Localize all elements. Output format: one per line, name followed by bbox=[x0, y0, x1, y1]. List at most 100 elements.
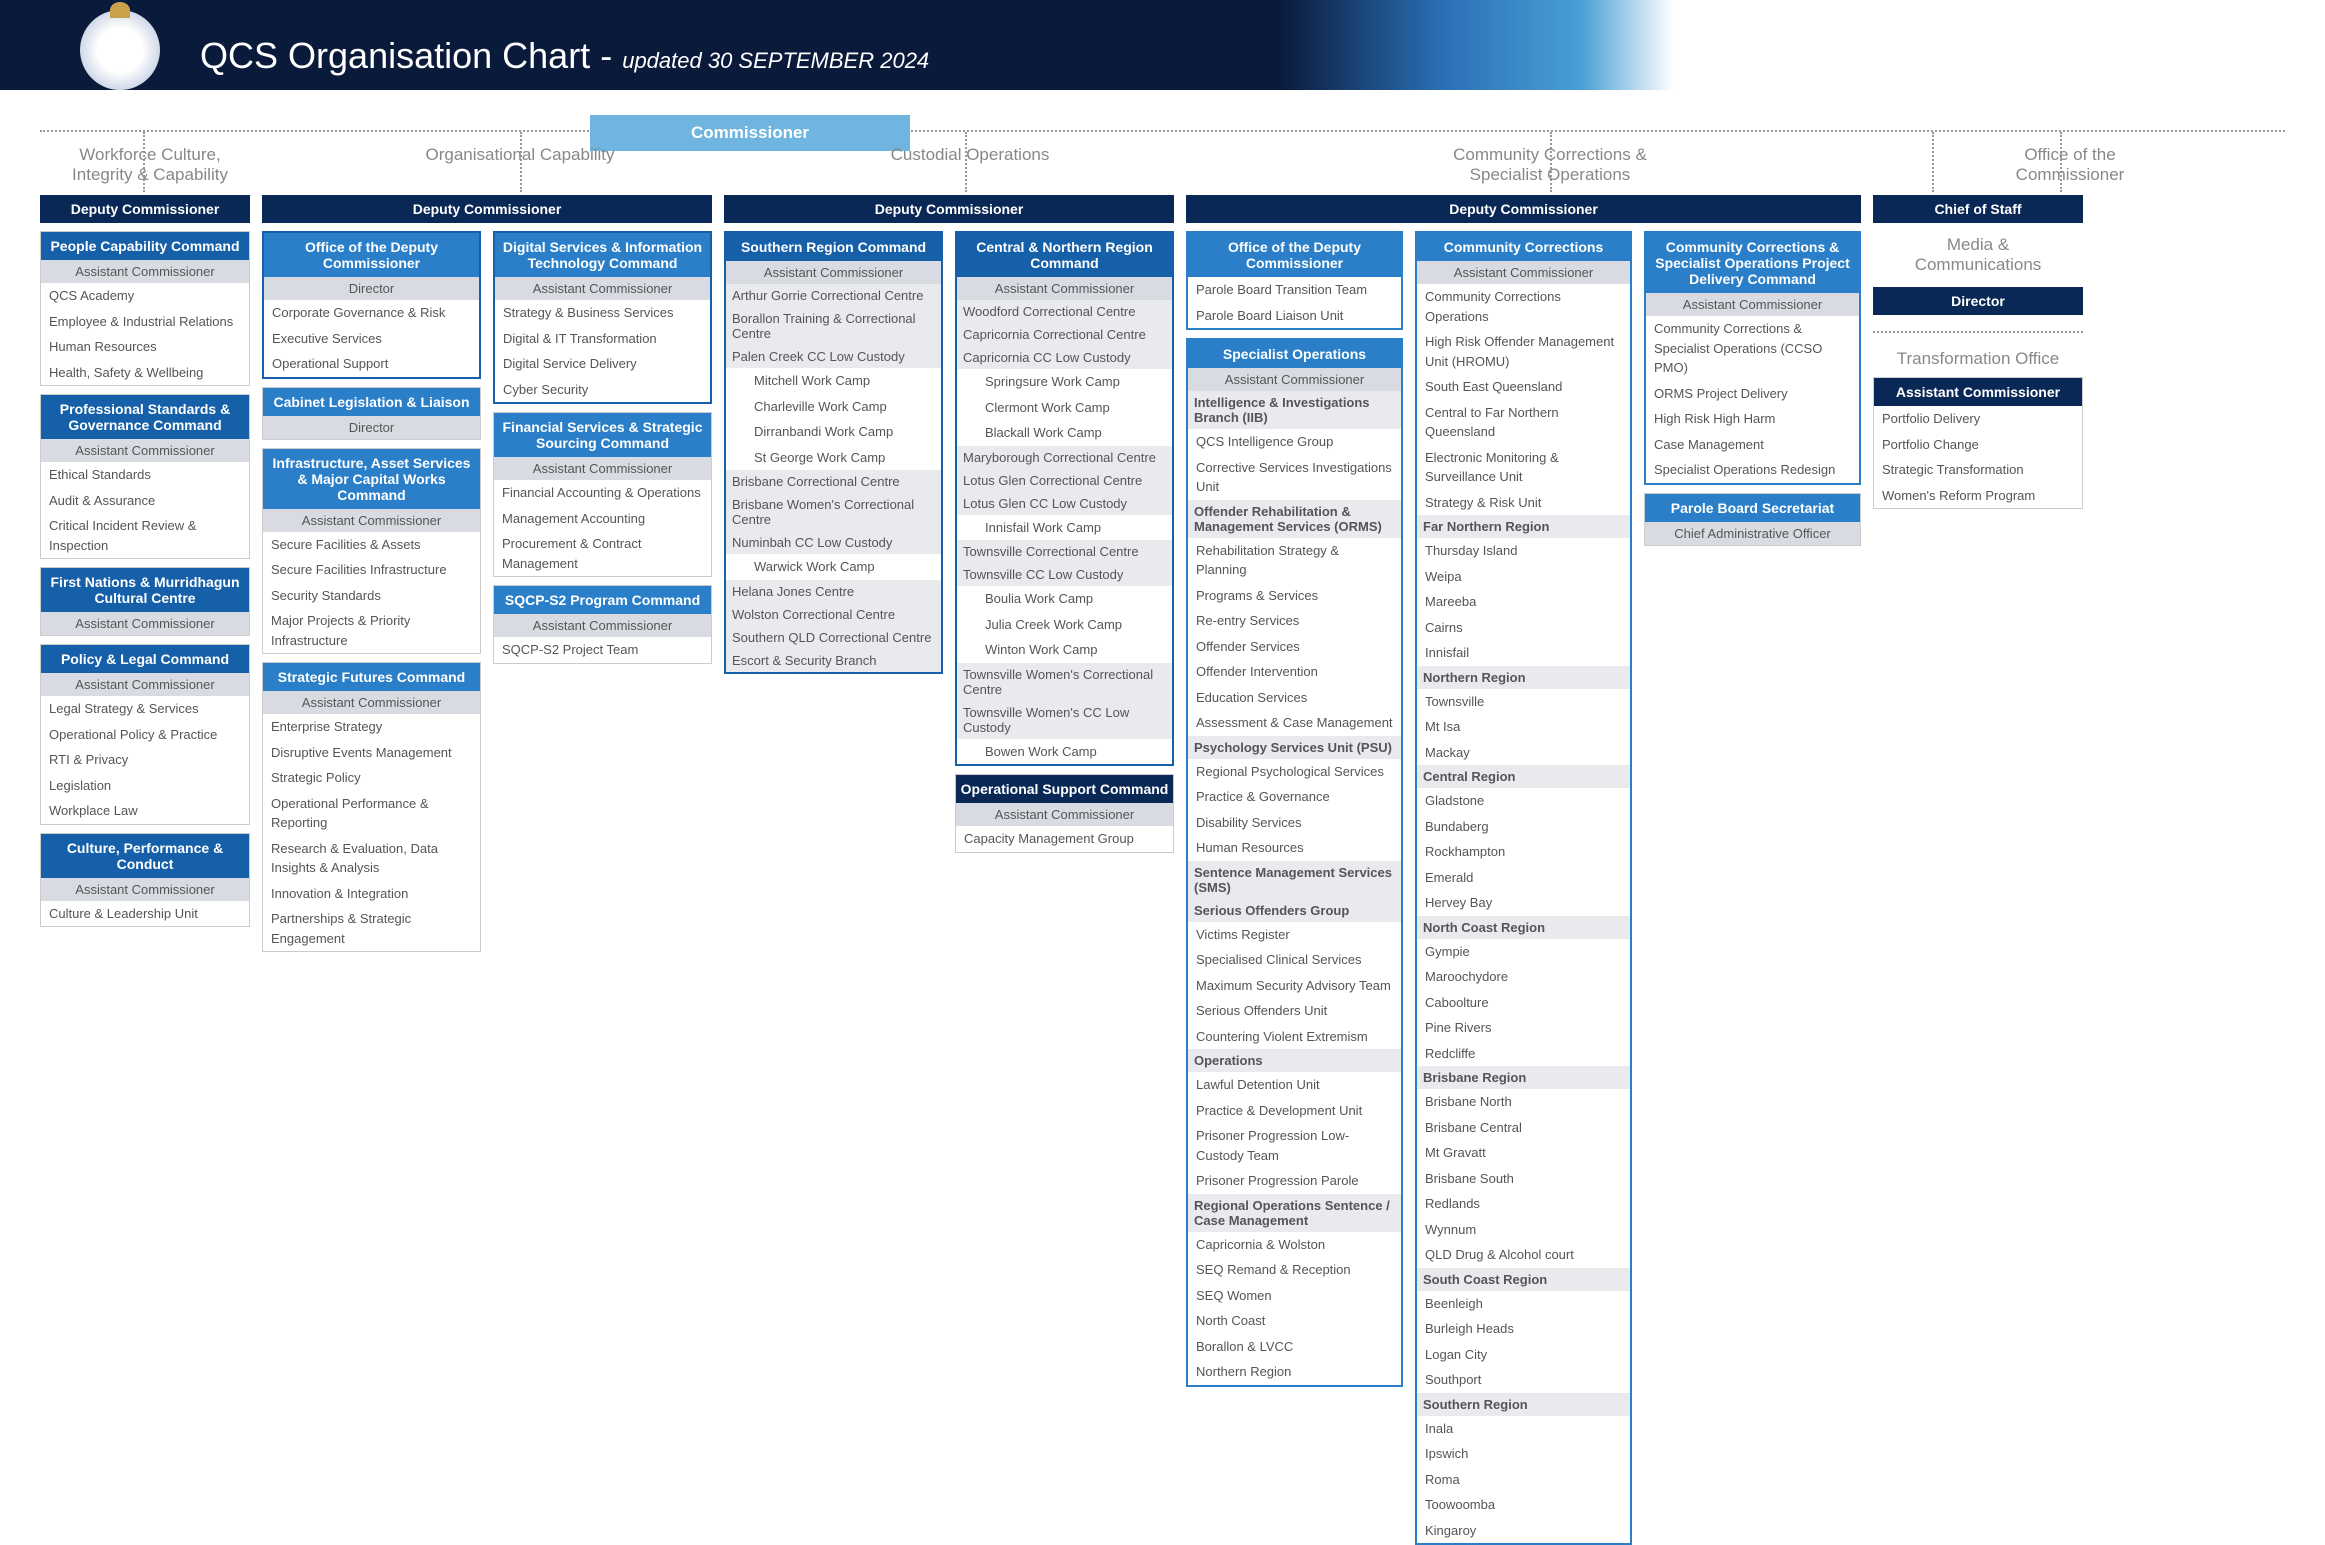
item-list: Enterprise StrategyDisruptive Events Man… bbox=[263, 714, 480, 951]
office-deputy-commissioner: Office of the Deputy Commissioner Direct… bbox=[262, 231, 481, 379]
asst-commissioner-label: Assistant Commissioner bbox=[1188, 368, 1401, 391]
list-item: Specialised Clinical Services bbox=[1188, 947, 1401, 973]
asst-commissioner-label: Assistant Commissioner bbox=[956, 803, 1173, 826]
list-item: Management Accounting bbox=[494, 506, 711, 532]
title-sep: - bbox=[600, 35, 622, 76]
list-item: High Risk Offender Management Unit (HROM… bbox=[1417, 329, 1630, 374]
org-columns: Deputy Commissioner People Capability Co… bbox=[40, 195, 2285, 1545]
policy-legal-command: Policy & Legal Command Assistant Commiss… bbox=[40, 644, 250, 825]
division-label-org: Organisational Capability bbox=[400, 145, 640, 165]
transformation-office: Assistant Commissioner Portfolio Deliver… bbox=[1873, 377, 2083, 509]
item-list: Parole Board Transition TeamParole Board… bbox=[1188, 277, 1401, 328]
list-item: Warwick Work Camp bbox=[726, 554, 941, 580]
list-item: Strategic Transformation bbox=[1874, 457, 2082, 483]
list-item: Programs & Services bbox=[1188, 583, 1401, 609]
asst-commissioner-label: Assistant Commissioner bbox=[494, 614, 711, 637]
list-item: Rockhampton bbox=[1417, 839, 1630, 865]
asst-commissioner-label: Assistant Commissioner bbox=[1646, 293, 1859, 316]
list-item: QLD Drug & Alcohol court bbox=[1417, 1242, 1630, 1268]
asst-commissioner-label: Assistant Commissioner bbox=[1417, 261, 1630, 284]
item-list: Corporate Governance & RiskExecutive Ser… bbox=[264, 300, 479, 377]
cao-label: Chief Administrative Officer bbox=[1645, 522, 1860, 545]
list-item: QCS Academy bbox=[41, 283, 249, 309]
list-item: Maximum Security Advisory Team bbox=[1188, 973, 1401, 999]
list-item: Community Corrections & Specialist Opera… bbox=[1646, 316, 1859, 381]
deputy-commissioner-box: Deputy Commissioner bbox=[40, 195, 250, 223]
asst-commissioner-label: Assistant Commissioner bbox=[263, 509, 480, 532]
item-list: Community Corrections & Specialist Opera… bbox=[1646, 316, 1859, 483]
group-header: Intelligence & Investigations Branch (II… bbox=[1188, 391, 1401, 429]
division-label-media: Media & Communications bbox=[1873, 235, 2083, 275]
list-item: Disruptive Events Management bbox=[263, 740, 480, 766]
list-item: Assessment & Case Management bbox=[1188, 710, 1401, 736]
list-item: Mareeba bbox=[1417, 589, 1630, 615]
list-item: Parole Board Liaison Unit bbox=[1188, 303, 1401, 329]
subcol-c7: Community Corrections Assistant Commissi… bbox=[1415, 231, 1632, 1545]
list-item: SQCP-S2 Project Team bbox=[494, 637, 711, 663]
col-community: Deputy Commissioner Office of the Deputy… bbox=[1186, 195, 1861, 1545]
item-list: QCS AcademyEmployee & Industrial Relatio… bbox=[41, 283, 249, 385]
digital-services-command: Digital Services & Information Technolog… bbox=[493, 231, 712, 404]
list-item: Critical Incident Review & Inspection bbox=[41, 513, 249, 558]
list-item: Practice & Development Unit bbox=[1188, 1098, 1401, 1124]
list-item: Kingaroy bbox=[1417, 1518, 1630, 1544]
box-header: Infrastructure, Asset Services & Major C… bbox=[263, 449, 480, 509]
director-box: Director bbox=[1873, 287, 2083, 315]
list-item: Mt Isa bbox=[1417, 714, 1630, 740]
first-nations-centre: First Nations & Murridhagun Cultural Cen… bbox=[40, 567, 250, 636]
subcol-c6: Office of the Deputy Commissioner Parole… bbox=[1186, 231, 1403, 1387]
group-header: Northern Region bbox=[1417, 666, 1630, 689]
list-item: Strategy & Risk Unit bbox=[1417, 490, 1630, 516]
list-item: Parole Board Transition Team bbox=[1188, 277, 1401, 303]
list-item: Case Management bbox=[1646, 432, 1859, 458]
list-item: Beenleigh bbox=[1417, 1291, 1630, 1317]
asst-commissioner-label: Assistant Commissioner bbox=[1874, 378, 2082, 406]
list-item: Mt Gravatt bbox=[1417, 1140, 1630, 1166]
list-item: Helana Jones Centre bbox=[726, 580, 941, 603]
list-item: Emerald bbox=[1417, 865, 1630, 891]
item-list: Strategy & Business ServicesDigital & IT… bbox=[495, 300, 710, 402]
group-header: Sentence Management Services (SMS) bbox=[1188, 861, 1401, 899]
list-item: Redcliffe bbox=[1417, 1041, 1630, 1067]
list-item: Clermont Work Camp bbox=[957, 395, 1172, 421]
list-item: Strategy & Business Services bbox=[495, 300, 710, 326]
list-item: Townsville Women's CC Low Custody bbox=[957, 701, 1172, 739]
asst-commissioner-label: Assistant Commissioner bbox=[726, 261, 941, 284]
list-item: Burleigh Heads bbox=[1417, 1316, 1630, 1342]
logo-badge bbox=[80, 10, 160, 90]
list-item: Brisbane Correctional Centre bbox=[726, 470, 941, 493]
grouped-list: Intelligence & Investigations Branch (II… bbox=[1188, 391, 1401, 1385]
list-item: Legal Strategy & Services bbox=[41, 696, 249, 722]
professional-standards-command: Professional Standards & Governance Comm… bbox=[40, 394, 250, 559]
list-item: Brisbane Women's Correctional Centre bbox=[726, 493, 941, 531]
list-item: Innisfail Work Camp bbox=[957, 515, 1172, 541]
list-item: Boulia Work Camp bbox=[957, 586, 1172, 612]
list-item: Mackay bbox=[1417, 740, 1630, 766]
list-item: Workplace Law bbox=[41, 798, 249, 824]
list-item: Escort & Security Branch bbox=[726, 649, 941, 672]
list-item: Townsville CC Low Custody bbox=[957, 563, 1172, 586]
deputy-commissioner-box: Deputy Commissioner bbox=[262, 195, 712, 223]
list-item: Dirranbandi Work Camp bbox=[726, 419, 941, 445]
list-item: Specialist Operations Redesign bbox=[1646, 457, 1859, 483]
list-item: Gympie bbox=[1417, 939, 1630, 965]
list-item: SEQ Remand & Reception bbox=[1188, 1257, 1401, 1283]
list-item: QCS Intelligence Group bbox=[1188, 429, 1401, 455]
list-item: Lawful Detention Unit bbox=[1188, 1072, 1401, 1098]
director-label: Director bbox=[264, 277, 479, 300]
col-right: Chief of Staff Media & Communications Di… bbox=[1873, 195, 2083, 509]
box-header: Operational Support Command bbox=[956, 775, 1173, 803]
item-list: Community Corrections OperationsHigh Ris… bbox=[1417, 284, 1630, 515]
subcol-c3: Digital Services & Information Technolog… bbox=[493, 231, 712, 664]
list-item: Portfolio Change bbox=[1874, 432, 2082, 458]
list-item: Operational Performance & Reporting bbox=[263, 791, 480, 836]
box-header: Community Corrections & Specialist Opera… bbox=[1646, 233, 1859, 293]
division-label-trans: Transformation Office bbox=[1873, 349, 2083, 369]
list-item: Countering Violent Extremism bbox=[1188, 1024, 1401, 1050]
list-item: Procurement & Contract Management bbox=[494, 531, 711, 576]
list-item: Education Services bbox=[1188, 685, 1401, 711]
list-item: Corporate Governance & Risk bbox=[264, 300, 479, 326]
asst-commissioner-label: Assistant Commissioner bbox=[263, 691, 480, 714]
box-header: First Nations & Murridhagun Cultural Cen… bbox=[41, 568, 249, 612]
region-list: Far Northern RegionThursday IslandWeipaM… bbox=[1417, 515, 1630, 1543]
